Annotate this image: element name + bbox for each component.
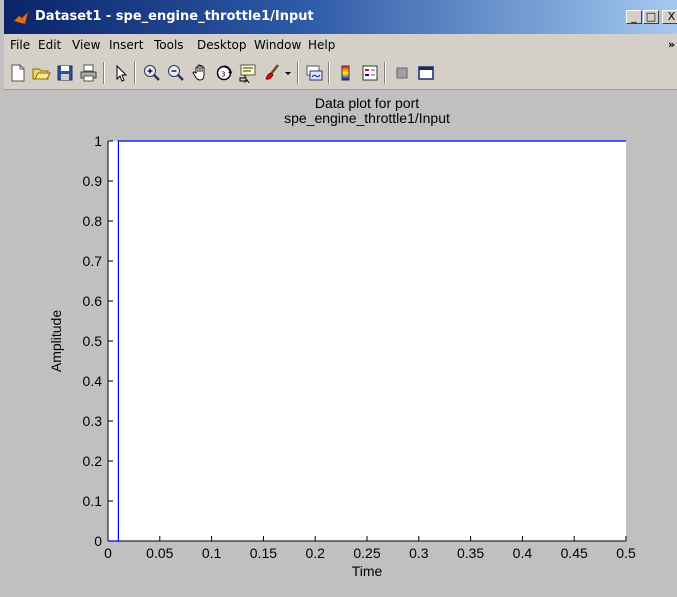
link-plot-icon[interactable] bbox=[304, 63, 324, 83]
y-tick-label: 1 bbox=[94, 133, 102, 149]
zoom-out-icon[interactable] bbox=[166, 63, 186, 83]
maximize-button[interactable]: □ bbox=[643, 10, 659, 24]
y-tick-label: 0.7 bbox=[83, 253, 103, 269]
menu-overflow-chevron-icon[interactable]: » bbox=[668, 38, 676, 51]
chart-title-line: Data plot for port bbox=[315, 95, 419, 111]
menu-file[interactable]: File bbox=[10, 38, 31, 52]
y-tick-label: 0.8 bbox=[83, 213, 103, 229]
select-arrow-icon[interactable] bbox=[111, 63, 131, 83]
x-tick-label: 0.4 bbox=[513, 545, 533, 561]
pan-hand-icon[interactable] bbox=[190, 63, 210, 83]
y-tick-label: 0.6 bbox=[83, 293, 103, 309]
series-line bbox=[108, 140, 626, 542]
toolbar-separator bbox=[103, 62, 105, 84]
y-axis-label: Amplitude bbox=[48, 310, 64, 372]
toolbar-separator bbox=[297, 62, 299, 84]
data-cursor-icon[interactable] bbox=[238, 63, 258, 83]
toolbar-separator bbox=[328, 62, 330, 84]
toolbar-separator bbox=[134, 62, 136, 84]
x-tick-label: 0.2 bbox=[305, 545, 325, 561]
y-axis-ticks: 0 0.1 0.2 0.3 0.4 0.5 0.6 0.7 0.8 0.9 1 bbox=[83, 133, 113, 549]
x-axis-label: Time bbox=[352, 563, 383, 579]
menu-desktop[interactable]: Desktop bbox=[197, 38, 247, 52]
menu-tools[interactable]: Tools bbox=[154, 38, 184, 52]
matlab-logo-icon bbox=[13, 10, 29, 25]
y-tick-label: 0.5 bbox=[83, 333, 103, 349]
menu-view[interactable]: View bbox=[72, 38, 101, 52]
x-tick-label: 0.05 bbox=[146, 545, 173, 561]
brush-dropdown-chevron-icon[interactable] bbox=[283, 63, 293, 83]
menu-edit[interactable]: Edit bbox=[38, 38, 62, 52]
y-tick-label: 0.9 bbox=[83, 173, 103, 189]
x-tick-label: 0.3 bbox=[409, 545, 429, 561]
y-tick-label: 0.3 bbox=[83, 413, 103, 429]
title-bar[interactable]: Dataset1 - spe_engine_throttle1/Input _ … bbox=[4, 0, 677, 34]
rotate-3d-icon[interactable]: 3 bbox=[214, 63, 234, 83]
toolbar-separator bbox=[384, 62, 386, 84]
figure-toolbar: 3 bbox=[4, 56, 677, 90]
svg-text:3: 3 bbox=[221, 71, 225, 79]
print-icon[interactable] bbox=[79, 63, 99, 83]
y-tick-label: 0.1 bbox=[83, 493, 103, 509]
chart-title-line: spe_engine_throttle1/Input bbox=[284, 110, 450, 126]
data-series bbox=[108, 140, 626, 542]
x-tick-label: 0.45 bbox=[561, 545, 588, 561]
new-figure-icon[interactable] bbox=[8, 63, 28, 83]
figure-canvas: Data plot for port spe_engine_throttle1/I… bbox=[8, 91, 677, 597]
axes-box bbox=[108, 141, 626, 541]
window-title: Dataset1 - spe_engine_throttle1/Input bbox=[35, 9, 314, 24]
save-icon[interactable] bbox=[55, 63, 75, 83]
x-tick-label: 0.35 bbox=[457, 545, 484, 561]
chart-title: Data plot for portspe_engine_throttle1/I… bbox=[284, 95, 450, 126]
menu-bar: File Edit View Insert Tools Desktop Wind… bbox=[4, 34, 677, 56]
x-tick-label: 0 bbox=[104, 545, 112, 561]
menu-window[interactable]: Window bbox=[254, 38, 302, 52]
legend-icon[interactable] bbox=[360, 63, 380, 83]
x-axis-ticks: 0 0.05 0.1 0.15 0.2 0.25 0.3 0.35 0.4 0.45 0.5 bbox=[104, 536, 636, 561]
x-tick-label: 0.5 bbox=[616, 545, 636, 561]
y-tick-label: 0.4 bbox=[83, 373, 103, 389]
minimize-button[interactable]: _ bbox=[626, 10, 642, 24]
x-tick-label: 0.25 bbox=[353, 545, 380, 561]
colorbar-icon[interactable] bbox=[336, 63, 356, 83]
brush-icon[interactable] bbox=[262, 63, 282, 83]
menu-help[interactable]: Help bbox=[308, 38, 336, 52]
menu-insert[interactable]: Insert bbox=[109, 38, 144, 52]
close-button[interactable]: X bbox=[662, 10, 677, 24]
x-tick-label: 0.15 bbox=[250, 545, 277, 561]
plot-area: Data plot for portspe_engine_throttle1/I… bbox=[48, 95, 636, 579]
open-file-icon[interactable] bbox=[31, 63, 51, 83]
zoom-in-icon[interactable] bbox=[142, 63, 162, 83]
x-tick-label: 0.1 bbox=[202, 545, 222, 561]
y-tick-label: 0.2 bbox=[83, 453, 103, 469]
y-tick-label: 0 bbox=[94, 533, 102, 549]
hide-plot-tools-icon[interactable] bbox=[392, 63, 412, 83]
show-plot-tools-icon[interactable] bbox=[416, 63, 436, 83]
